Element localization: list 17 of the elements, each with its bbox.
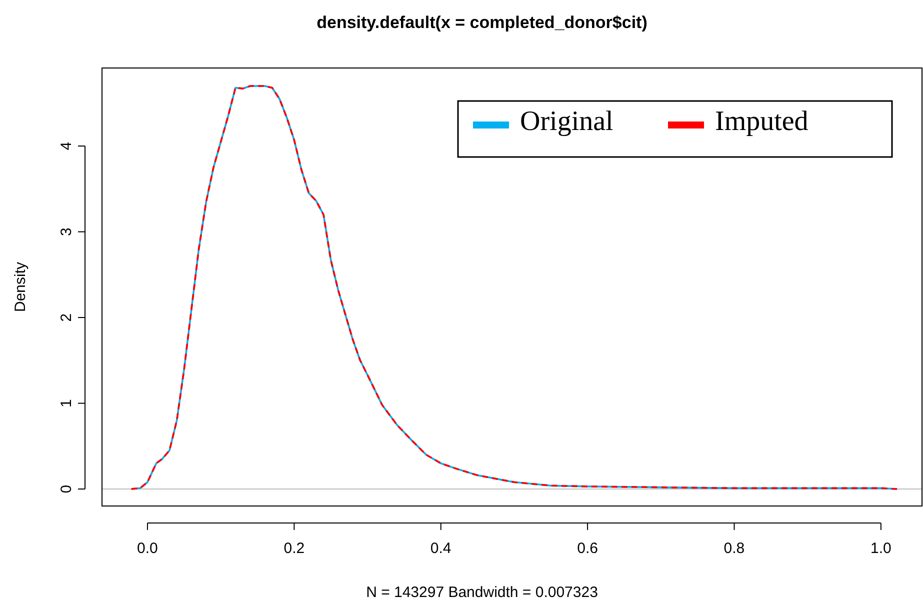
y-tick-label: 2: [58, 313, 75, 322]
x-tick-label: 0.8: [724, 540, 745, 557]
y-tick-label: 0: [58, 484, 75, 494]
y-tick-label: 3: [58, 228, 75, 236]
x-tick-label: 0.2: [284, 540, 305, 557]
x-tick-label: 1.0: [870, 540, 892, 557]
x-axis-title: N = 143297 Bandwidth = 0.007323: [366, 584, 598, 601]
y-tick-label: 4: [58, 142, 75, 150]
x-tick-label: 0.0: [137, 540, 158, 557]
legend-label: Imputed: [715, 106, 808, 137]
line-series: [130, 85, 898, 490]
x-tick-label: 0.6: [577, 540, 598, 557]
y-axis-title: Density: [12, 262, 29, 312]
x-tick-label: 0.4: [430, 540, 452, 557]
y-tick-label: 1: [58, 399, 75, 408]
legend-label: Original: [520, 106, 614, 137]
chart-title: density.default(x = completed_donor$cit): [316, 13, 648, 32]
